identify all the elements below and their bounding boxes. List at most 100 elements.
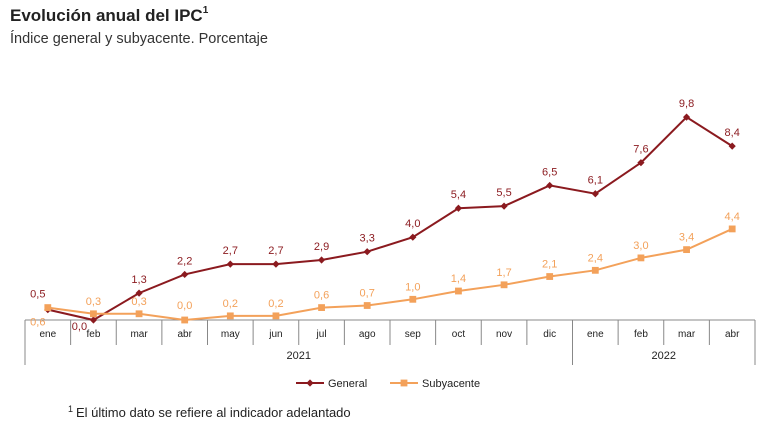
marker-subyacente xyxy=(500,281,508,289)
data-label-general: 2,9 xyxy=(314,241,329,253)
data-label-general: 5,4 xyxy=(451,189,466,201)
x-tick-label: jun xyxy=(268,329,282,340)
data-label-subyacente: 0,2 xyxy=(223,298,238,310)
chart-title: Evolución anual del IPC1 xyxy=(10,5,209,25)
marker-general xyxy=(454,204,463,212)
data-label-subyacente: 0,0 xyxy=(177,300,192,312)
marker-general xyxy=(637,159,645,167)
marker-subyacente xyxy=(363,302,371,309)
marker-general xyxy=(181,270,189,279)
marker-general xyxy=(135,289,143,297)
x-tick-label: ago xyxy=(359,329,376,340)
legend-label: Subyacente xyxy=(422,378,480,390)
x-tick-label: ene xyxy=(39,329,56,340)
footnote-marker: 1 xyxy=(68,404,74,414)
marker-subyacente xyxy=(637,254,645,262)
data-label-general: 7,6 xyxy=(633,144,648,156)
marker-general xyxy=(409,233,417,241)
data-label-general: 2,7 xyxy=(268,245,283,257)
data-label-general: 2,7 xyxy=(223,245,238,257)
marker-general xyxy=(89,316,98,324)
legend-label: General xyxy=(328,378,367,390)
data-label-subyacente: 0,6 xyxy=(30,317,45,329)
data-label-general: 1,3 xyxy=(131,274,146,286)
chart-subtitle: Índice general y subyacente. Porcentaje xyxy=(10,31,268,47)
marker-general xyxy=(682,113,691,121)
marker-subyacente xyxy=(90,310,97,318)
data-label-general: 6,1 xyxy=(588,175,603,187)
x-tick-label: dic xyxy=(543,329,556,340)
x-tick-label: sep xyxy=(405,329,422,340)
legend-item-general: General xyxy=(296,378,367,390)
data-label-general: 8,4 xyxy=(725,127,740,139)
data-labels: 0,5 0,0 1,3 2,2 2,7 2,7 2,9 3,3 4,0 5,4 5,5 6,5 6,1 7… xyxy=(30,98,740,333)
data-label-subyacente: 0,3 xyxy=(131,296,146,308)
x-tick-label: abr xyxy=(177,329,192,340)
data-label-general: 6,5 xyxy=(542,166,557,178)
data-label-subyacente: 4,4 xyxy=(725,211,740,223)
data-label-subyacente: 3,0 xyxy=(633,240,648,252)
data-label-subyacente: 1,0 xyxy=(405,281,420,293)
marker-subyacente xyxy=(272,312,280,320)
legend-item-subyacente: Subyacente xyxy=(390,378,480,390)
data-label-subyacente: 2,4 xyxy=(588,252,603,264)
x-tick-label: mar xyxy=(130,329,148,340)
footnote: 1 El último dato se refiere al indicador … xyxy=(68,404,351,420)
marker-subyacente xyxy=(181,316,189,324)
data-label-subyacente: 3,4 xyxy=(679,232,694,244)
x-year-label: 2021 xyxy=(287,350,311,362)
marker-subyacente xyxy=(546,273,554,280)
data-label-subyacente: 0,6 xyxy=(314,290,329,302)
data-label-subyacente: 0,2 xyxy=(268,298,283,310)
legend-marker xyxy=(400,379,408,387)
data-label-general: 3,3 xyxy=(360,233,375,245)
data-label-general: 9,8 xyxy=(679,98,694,110)
x-tick-label: oct xyxy=(452,329,466,340)
chart-series xyxy=(44,113,736,324)
footnote-text: El último dato se refiere al indicador a… xyxy=(76,405,351,420)
data-label-subyacente: 0,7 xyxy=(360,288,375,300)
marker-general xyxy=(546,181,554,190)
data-label-subyacente: 2,1 xyxy=(542,259,557,271)
marker-general xyxy=(226,260,234,268)
marker-subyacente xyxy=(728,225,736,233)
marker-general xyxy=(728,142,736,150)
data-label-subyacente: 1,4 xyxy=(451,273,466,285)
chart-legend: General Subyacente xyxy=(296,378,480,390)
data-label-subyacente: 1,7 xyxy=(496,267,511,279)
marker-subyacente xyxy=(226,312,234,320)
marker-general xyxy=(317,256,326,264)
marker-general xyxy=(272,260,280,268)
data-label-general: 0,5 xyxy=(30,289,45,301)
data-label-subyacente: 0,3 xyxy=(86,296,101,308)
x-tick-label: abr xyxy=(725,329,740,340)
marker-subyacente xyxy=(591,266,599,274)
data-label-general: 2,2 xyxy=(177,255,192,267)
data-label-general: 5,5 xyxy=(496,187,511,199)
legend-marker xyxy=(306,379,314,387)
marker-general xyxy=(500,202,508,210)
series-line-general xyxy=(47,115,733,322)
marker-subyacente xyxy=(683,246,690,254)
x-tick-label: feb xyxy=(634,329,648,340)
series-line-subyacente xyxy=(47,228,733,322)
marker-general xyxy=(363,248,371,256)
x-tick-label: jul xyxy=(316,329,327,340)
marker-subyacente xyxy=(409,295,417,303)
marker-subyacente xyxy=(135,310,143,318)
x-tick-label: nov xyxy=(496,329,512,340)
marker-subyacente xyxy=(318,304,325,311)
x-year-label: 2022 xyxy=(652,350,676,362)
title-superscript: 1 xyxy=(202,5,209,16)
chart-axes: ene feb mar abr may jun jul ago sep oct nov dic ene f… xyxy=(24,319,756,365)
x-tick-label: ene xyxy=(587,329,604,340)
marker-general xyxy=(591,190,599,198)
data-label-general: 0,0 xyxy=(72,321,87,333)
marker-subyacente xyxy=(44,304,52,311)
marker-subyacente xyxy=(455,287,462,295)
data-label-general: 4,0 xyxy=(405,218,420,230)
x-tick-label: mar xyxy=(678,329,696,340)
x-tick-label: may xyxy=(221,329,240,340)
x-tick-label: feb xyxy=(86,329,100,340)
